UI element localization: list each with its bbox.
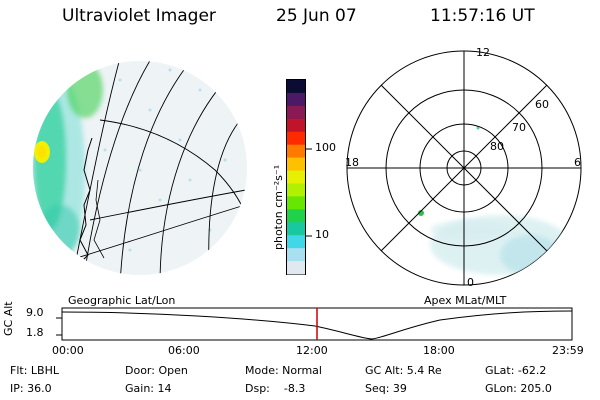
- mlat-label-60: 60: [535, 98, 549, 111]
- colorbar-segment: [287, 196, 305, 210]
- geographic-panel-label: Geographic Lat/Lon: [68, 294, 176, 307]
- colorbar-segment: [287, 222, 305, 236]
- mlt-label-bottom: 0: [467, 276, 474, 289]
- info-ip: IP: 36.0: [10, 382, 52, 395]
- info-filter: Flt: LBHL: [10, 364, 59, 377]
- altitude-plot: [56, 307, 573, 341]
- colorbar-segment: [287, 118, 305, 133]
- mlt-label-top: 12: [476, 46, 490, 59]
- info-mode: Mode: Normal: [245, 364, 322, 377]
- mlt-label-left: 18: [345, 156, 359, 169]
- time-tick-2359: 23:59: [552, 344, 584, 357]
- info-door: Door: Open: [125, 364, 188, 377]
- info-geo-longitude: GLon: 205.0: [485, 382, 552, 395]
- mlat-label-80: 80: [490, 140, 504, 153]
- colorbar-segment: [287, 105, 305, 120]
- colorbar-unit-label: photon cm⁻²s⁻¹: [272, 164, 285, 250]
- colorbar-segment: [287, 144, 305, 159]
- colorbar-segment: [287, 80, 305, 94]
- info-sequence: Seq: 39: [365, 382, 407, 395]
- time-tick-1800: 18:00: [423, 344, 455, 357]
- colorbar-segment: [287, 157, 305, 172]
- colorbar-tick-100: 100: [315, 141, 336, 154]
- time-tick-0600: 06:00: [168, 344, 200, 357]
- info-dsp: Dsp: -8.3: [245, 382, 306, 395]
- geographic-globe-image: [33, 61, 247, 275]
- colorbar-segment: [287, 92, 305, 107]
- observation-time: 11:57:16 UT: [430, 6, 535, 26]
- apex-polar-plot: [346, 50, 582, 286]
- info-gain: Gain: 14: [125, 382, 172, 395]
- time-tick-1200: 12:00: [296, 344, 328, 357]
- instrument-title: Ultraviolet Imager: [62, 6, 216, 26]
- intensity-color-bar: [286, 79, 312, 275]
- apex-panel-label: Apex MLat/MLT: [424, 294, 507, 307]
- altitude-axis-label: GC Alt: [2, 301, 15, 336]
- colorbar-tick-10: 10: [315, 228, 329, 241]
- colorbar-segment: [287, 131, 305, 146]
- mlat-label-70: 70: [512, 121, 526, 134]
- colorbar-segment: [287, 248, 305, 262]
- colorbar-segment: [287, 209, 305, 223]
- colorbar-segment: [287, 183, 305, 197]
- info-gc-altitude: GC Alt: 5.4 Re: [365, 364, 442, 377]
- mlt-label-right: 6: [574, 156, 581, 169]
- colorbar-segment: [287, 235, 305, 249]
- colorbar-segment: [287, 170, 305, 184]
- colorbar-segment: [287, 261, 305, 275]
- altitude-tick-9: 9.0: [26, 306, 44, 319]
- info-geo-latitude: GLat: -62.2: [485, 364, 547, 377]
- altitude-tick-1-8: 1.8: [26, 326, 44, 339]
- time-tick-0000: 00:00: [52, 344, 84, 357]
- observation-date: 25 Jun 07: [276, 6, 357, 26]
